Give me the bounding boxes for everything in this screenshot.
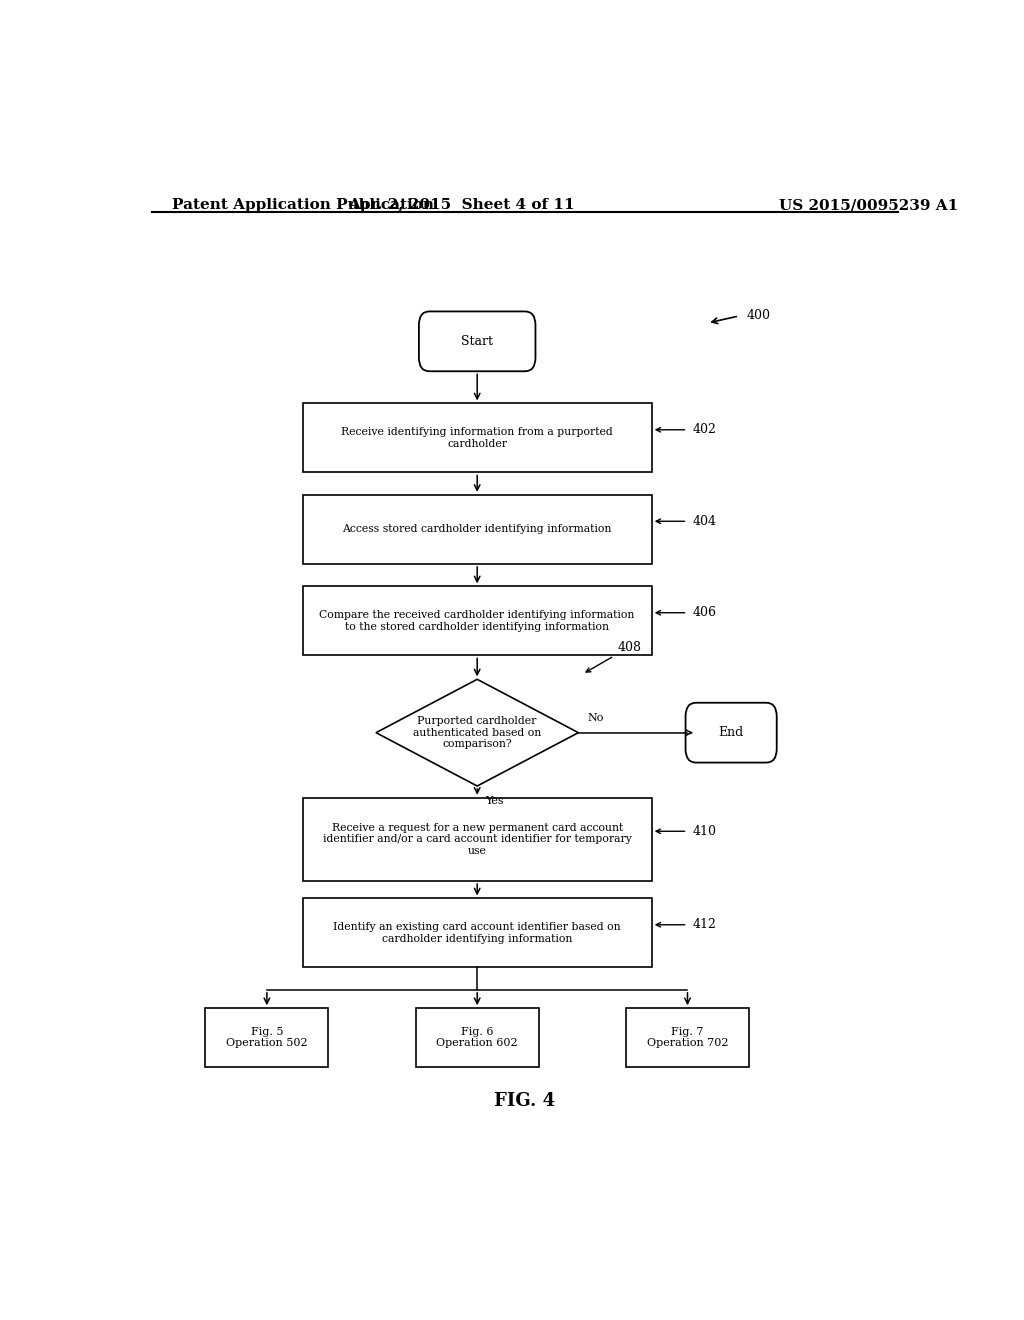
Text: Receive a request for a new permanent card account
identifier and/or a card acco: Receive a request for a new permanent ca…: [323, 822, 632, 855]
Bar: [303, 797, 652, 880]
Text: 410: 410: [693, 825, 717, 838]
FancyBboxPatch shape: [419, 312, 536, 371]
Text: 408: 408: [618, 642, 642, 653]
Text: Fig. 6
Operation 602: Fig. 6 Operation 602: [436, 1027, 518, 1048]
Text: 406: 406: [693, 606, 717, 619]
Text: Patent Application Publication: Patent Application Publication: [172, 198, 433, 213]
Text: Start: Start: [461, 335, 494, 348]
Text: Apr. 2, 2015  Sheet 4 of 11: Apr. 2, 2015 Sheet 4 of 11: [348, 198, 574, 213]
Text: 400: 400: [748, 309, 771, 322]
Text: US 2015/0095239 A1: US 2015/0095239 A1: [778, 198, 958, 213]
Bar: [416, 1008, 539, 1067]
Text: No: No: [588, 713, 604, 722]
Polygon shape: [376, 680, 579, 785]
FancyBboxPatch shape: [685, 702, 777, 763]
Bar: [303, 404, 652, 473]
Text: Compare the received cardholder identifying information
to the stored cardholder: Compare the received cardholder identify…: [319, 610, 635, 632]
Bar: [303, 899, 652, 968]
Text: Fig. 5
Operation 502: Fig. 5 Operation 502: [226, 1027, 307, 1048]
Text: End: End: [719, 726, 743, 739]
Text: Identify an existing card account identifier based on
cardholder identifying inf: Identify an existing card account identi…: [334, 923, 621, 944]
Text: Yes: Yes: [485, 796, 504, 807]
Bar: [303, 586, 652, 656]
Text: Receive identifying information from a purported
cardholder: Receive identifying information from a p…: [341, 428, 613, 449]
Text: Purported cardholder
authenticated based on
comparison?: Purported cardholder authenticated based…: [413, 715, 542, 750]
Text: 412: 412: [693, 919, 717, 932]
Text: FIG. 4: FIG. 4: [495, 1092, 555, 1110]
Bar: [626, 1008, 749, 1067]
Text: 402: 402: [693, 424, 717, 437]
Bar: [206, 1008, 329, 1067]
Text: Fig. 7
Operation 702: Fig. 7 Operation 702: [647, 1027, 728, 1048]
Bar: [303, 495, 652, 564]
Text: Access stored cardholder identifying information: Access stored cardholder identifying inf…: [342, 524, 612, 535]
Text: 404: 404: [693, 515, 717, 528]
